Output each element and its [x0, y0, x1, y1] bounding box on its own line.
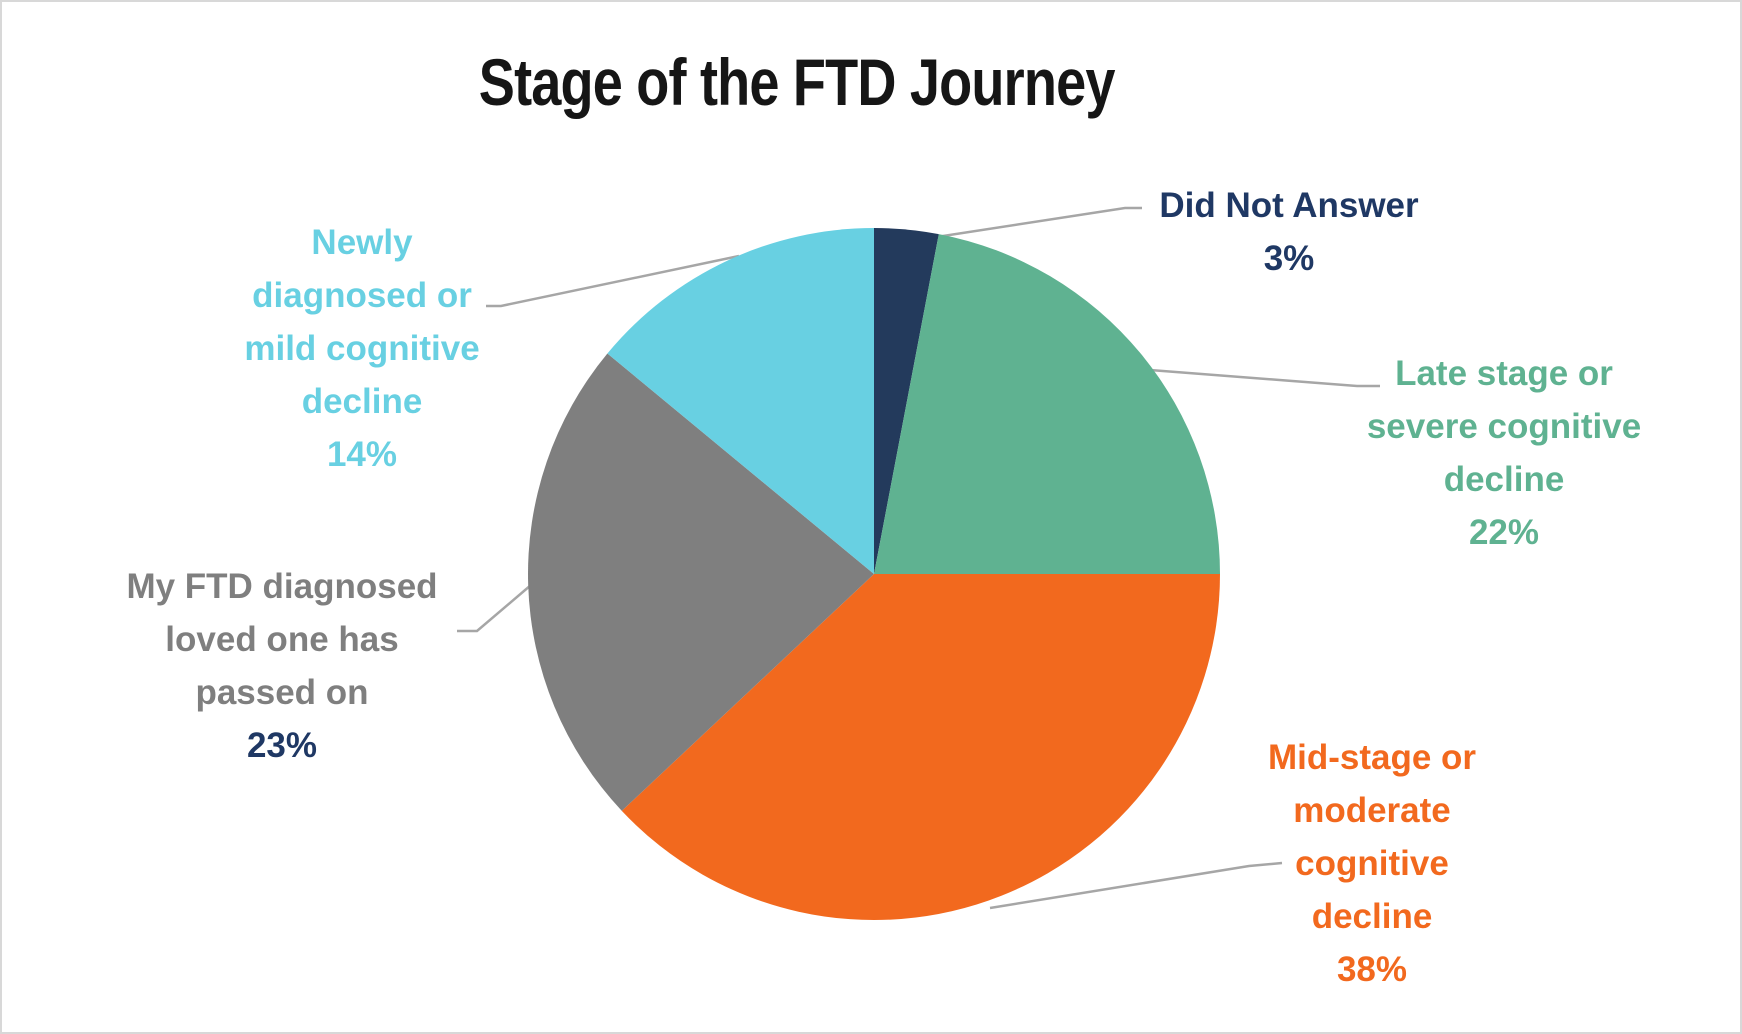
- slice-label-line: Newly: [311, 222, 413, 262]
- leader-line-1: [1149, 368, 1380, 388]
- leader-line-0: [903, 206, 1142, 244]
- leader-line-3: [457, 584, 532, 633]
- pie-slice-3: [528, 353, 874, 811]
- leader-line-2: [989, 861, 1283, 910]
- chart-title-text: Stage of the FTD Journey: [479, 45, 1116, 119]
- pie-slice-0: [874, 227, 939, 574]
- slice-percent: 22%: [1468, 512, 1540, 552]
- pie-slice-2: [621, 574, 1220, 921]
- pie-slice-1: [874, 234, 1220, 574]
- slice-percent: 23%: [246, 725, 318, 765]
- chart-title: Stage of the FTD Journey: [2, 44, 1592, 120]
- slice-percent: 3%: [1263, 238, 1315, 278]
- slice-label-0: Did Not Answer 3%: [1159, 179, 1418, 285]
- slice-label-3: My FTD diagnosed loved one has passed on 23…: [126, 560, 437, 772]
- leader-line-4: [486, 254, 740, 308]
- slice-label-line: My FTD diagnosed: [126, 566, 438, 606]
- slice-label-2: Mid-stage or moderate cognitive decline 38%: [1268, 731, 1476, 996]
- slice-label-line: passed on: [195, 672, 369, 712]
- slice-label-line: Did Not Answer: [1159, 185, 1419, 225]
- slice-label-line: moderate: [1293, 790, 1451, 830]
- slice-label-line: decline: [301, 381, 423, 421]
- pie-slice-4: [607, 228, 874, 574]
- slice-label-line: Mid-stage or: [1267, 737, 1477, 777]
- leader-lines: [457, 206, 1380, 910]
- slice-label-line: diagnosed or: [252, 275, 472, 315]
- slice-label-1: Late stage or severe cognitive decline 22%: [1367, 347, 1641, 559]
- pie-slices: [528, 227, 1220, 921]
- slice-percent: 14%: [326, 434, 398, 474]
- slice-label-line: loved one has: [165, 619, 399, 659]
- slice-label-line: cognitive: [1295, 843, 1449, 883]
- slice-label-line: mild cognitive: [244, 328, 480, 368]
- slice-percent: 38%: [1336, 949, 1408, 989]
- slice-label-line: Late stage or: [1395, 353, 1613, 393]
- slice-label-line: decline: [1311, 896, 1433, 936]
- slice-label-line: severe cognitive: [1366, 406, 1642, 446]
- slice-label-line: decline: [1443, 459, 1565, 499]
- slice-label-4: Newly diagnosed or mild cognitive decline 14…: [244, 216, 479, 481]
